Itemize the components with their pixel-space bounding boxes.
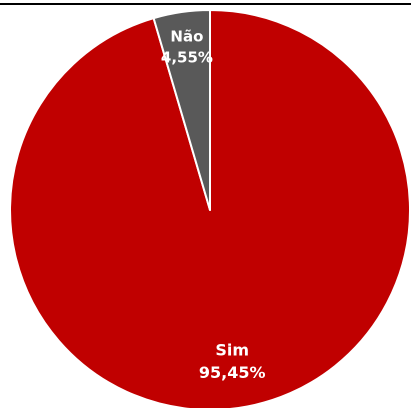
pie-labels: Sim 95,45% Não 4,55% <box>161 27 266 382</box>
pie-slices <box>9 9 411 408</box>
slice-category-label-sim: Sim <box>215 341 249 360</box>
pie-slice-nao <box>152 9 211 211</box>
slice-value-label-nao: 4,55% <box>161 48 213 66</box>
slice-value-label-sim: 95,45% <box>199 363 266 382</box>
slice-category-label-nao: Não <box>170 27 203 45</box>
